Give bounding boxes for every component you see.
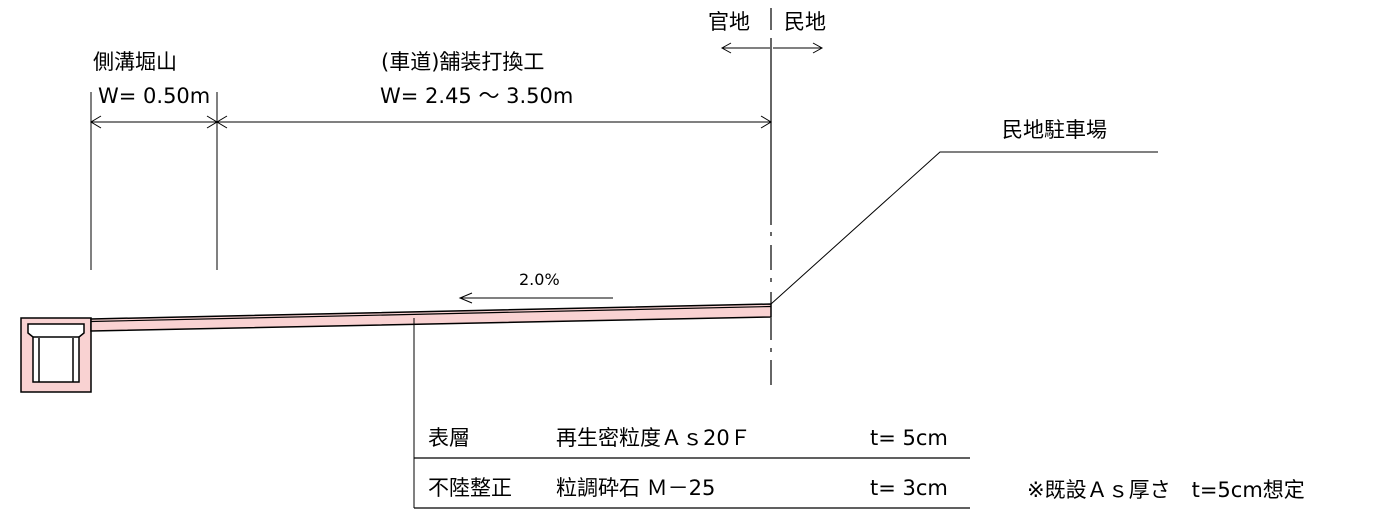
pavement-layer	[90, 303, 772, 332]
layer-name: 表層	[428, 426, 470, 450]
side-gutter	[20, 317, 92, 393]
boundary-label-public: 官地	[708, 10, 750, 34]
layer-thickness: t= 3cm	[870, 476, 948, 500]
layer-material: 粒調砕石 Ｍ－25	[556, 476, 716, 500]
layer-material: 再生密粒度Ａｓ20Ｆ	[556, 426, 751, 450]
road-dimension-title: (車道)舗装打換工	[381, 50, 545, 74]
boundary-arrows	[720, 42, 824, 54]
existing-asphalt-note: ※既設Ａｓ厚さ t=5cm想定	[1027, 478, 1305, 502]
parking-label: 民地駐車場	[1002, 118, 1107, 142]
gutter-dimension-title: 側溝堀山	[93, 50, 177, 74]
layer-name: 不陸整正	[428, 476, 512, 500]
dimension-line	[90, 92, 772, 270]
layer-thickness: t= 5cm	[870, 426, 948, 450]
gutter-dimension-width: W= 0.50m	[98, 84, 211, 108]
layer-table-lines	[414, 457, 970, 509]
slope-label: 2.0%	[519, 270, 560, 289]
road-dimension-width: W= 2.45 ～ 3.50m	[380, 84, 574, 108]
boundary-label-private: 民地	[784, 10, 826, 34]
slope-arrow	[458, 292, 613, 304]
parking-leader	[770, 151, 1158, 305]
